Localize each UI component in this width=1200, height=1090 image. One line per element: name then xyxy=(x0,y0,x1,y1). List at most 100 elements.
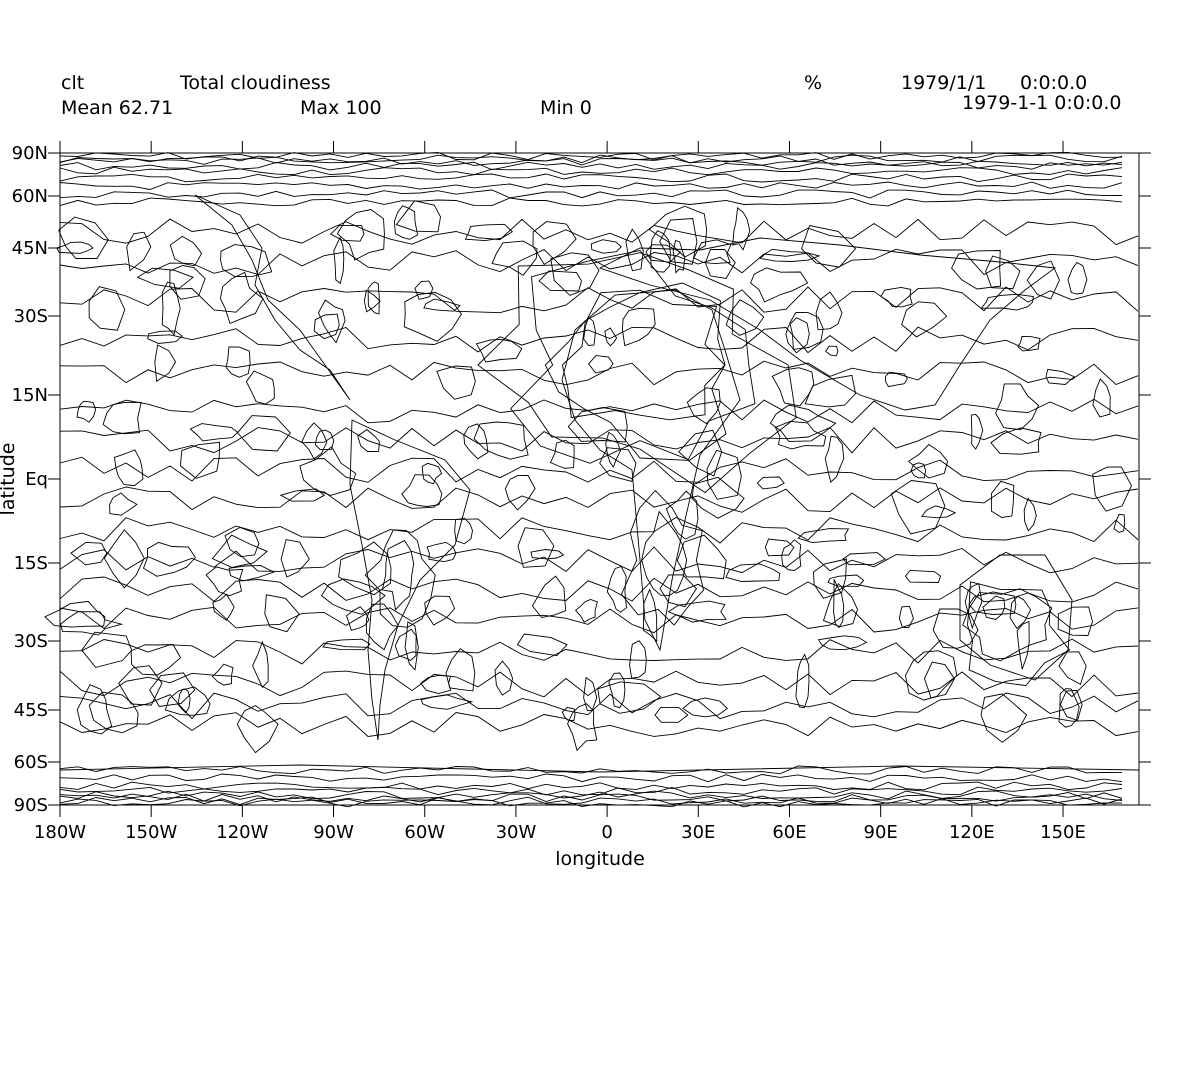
contour-cell xyxy=(732,207,751,251)
contour-cell xyxy=(475,338,523,363)
variable-long-name: Total cloudiness xyxy=(180,72,331,94)
contour-cell xyxy=(1057,606,1093,636)
x-tick-label: 120E xyxy=(949,822,995,843)
contour-cell xyxy=(130,644,182,676)
contour-cell xyxy=(982,595,1006,620)
contour-cell xyxy=(436,365,476,400)
contour-cell xyxy=(126,231,152,272)
contour-cell xyxy=(817,635,868,651)
contour-line xyxy=(59,516,1139,544)
contour-cell xyxy=(822,582,858,628)
contour-cell xyxy=(621,307,656,347)
contour-cell xyxy=(313,313,340,340)
contour-cell xyxy=(797,528,850,544)
contour-cell xyxy=(693,239,732,265)
x-tick-label: 90E xyxy=(864,822,898,843)
contour-cell xyxy=(76,400,97,423)
y-tick-label: 30S xyxy=(14,306,48,327)
y-tick-label: 30S xyxy=(14,631,48,652)
coastline xyxy=(59,764,1140,773)
contour-cell xyxy=(228,565,275,582)
x-tick-label: 30E xyxy=(681,822,715,843)
contour-cell xyxy=(414,280,434,300)
contour-cell xyxy=(1045,368,1076,385)
contour-cell xyxy=(280,539,310,578)
contour-line xyxy=(59,765,1123,775)
contour-cell xyxy=(910,462,927,479)
contour-cell xyxy=(423,298,461,312)
contour-cell xyxy=(654,706,689,723)
contour-cell xyxy=(169,235,203,267)
contour-line xyxy=(59,189,1123,199)
contour-cell xyxy=(322,638,371,651)
contour-cell xyxy=(759,248,821,262)
contour-cell xyxy=(211,663,234,686)
contour-cell xyxy=(367,281,380,315)
contour-cell xyxy=(667,600,727,623)
contour-cell xyxy=(650,230,671,273)
contour-line xyxy=(59,326,1139,354)
y-tick-label: 15S xyxy=(14,553,48,574)
contour-cell xyxy=(76,684,113,735)
contour-cell xyxy=(1023,497,1037,532)
contour-cell xyxy=(1092,378,1111,418)
contour-cell xyxy=(161,281,181,336)
contour-cell xyxy=(102,401,142,435)
contour-cell xyxy=(531,575,567,618)
contour-line xyxy=(59,456,1139,483)
contour-cell xyxy=(381,540,415,611)
contour-line xyxy=(59,692,1139,720)
contour-cell xyxy=(827,574,865,587)
contour-cell xyxy=(659,574,697,608)
contour-cell xyxy=(88,691,139,734)
contour-cell xyxy=(142,541,196,577)
contour-cell xyxy=(220,244,273,277)
mean-stat: Mean 62.71 xyxy=(61,97,174,119)
y-tick-label: 60S xyxy=(14,752,48,773)
contour-cell xyxy=(149,672,196,707)
contour-cell xyxy=(394,628,417,662)
contour-cell xyxy=(426,541,457,563)
contour-cell xyxy=(1017,335,1041,352)
contour-cell xyxy=(980,293,1034,311)
contour-cell xyxy=(833,579,845,629)
contour-cell xyxy=(320,578,386,615)
contour-cell xyxy=(884,371,908,388)
contour-cell xyxy=(224,527,260,558)
contour-cell xyxy=(299,446,357,496)
y-tick-label: Eq xyxy=(25,469,48,490)
contour-cell xyxy=(549,439,575,469)
x-tick-label: 0 xyxy=(601,822,612,843)
y-tick-label: 45S xyxy=(14,700,48,721)
x-tick-label: 180W xyxy=(34,822,86,843)
date-label: 1979/1/1 xyxy=(901,72,987,94)
contour-cell xyxy=(345,606,370,631)
contour-cell xyxy=(1016,620,1030,670)
contour-cell xyxy=(177,688,191,714)
contour-cell xyxy=(279,488,326,502)
contour-cell xyxy=(1092,466,1133,512)
contour-cell xyxy=(1058,688,1080,728)
contour-line xyxy=(59,161,1123,171)
contour-cell xyxy=(789,311,824,350)
contour-line xyxy=(59,154,1123,164)
contour-cell xyxy=(1026,260,1060,300)
contour-cell xyxy=(659,218,698,265)
contour-line xyxy=(59,360,1139,386)
contour-cell xyxy=(329,225,365,242)
contour-cell xyxy=(769,404,837,442)
contour-cell xyxy=(211,534,268,568)
contour-cell xyxy=(682,697,728,718)
x-tick-label: 150E xyxy=(1040,822,1086,843)
contour-cell xyxy=(473,421,529,460)
contour-cell xyxy=(464,223,514,242)
y-tick-label: 45N xyxy=(12,238,48,259)
contour-cell xyxy=(604,327,618,347)
contour-cell xyxy=(169,265,206,300)
contour-cell xyxy=(764,538,795,557)
contour-cell xyxy=(109,492,138,516)
contour-line xyxy=(59,781,1123,791)
contour-cell xyxy=(880,286,913,308)
contour-cell xyxy=(1059,689,1083,721)
